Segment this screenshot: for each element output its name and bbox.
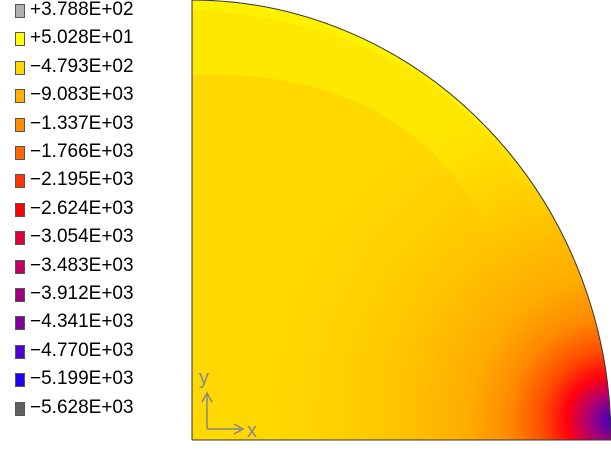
legend-value-label: −3.483E+03	[30, 254, 134, 276]
legend-value-label: −3.912E+03	[30, 283, 134, 304]
legend-entry: −2.195E+03	[0, 166, 190, 193]
legend-entry: −5.199E+03	[0, 365, 190, 392]
legend-entry: −5.628E+03	[0, 394, 190, 421]
legend-swatch	[15, 316, 25, 331]
legend-entry: −2.624E+03	[0, 195, 190, 222]
legend-swatch	[15, 174, 25, 189]
legend-swatch	[15, 202, 25, 217]
legend-swatch	[15, 146, 25, 160]
legend-swatch	[15, 259, 25, 274]
legend-swatch	[15, 401, 25, 416]
legend-entry: −4.793E+02	[0, 53, 190, 80]
x-axis-label: x	[247, 420, 257, 442]
legend-swatch	[15, 288, 25, 302]
legend-swatch	[15, 373, 25, 388]
contour-hot-region	[192, 0, 611, 440]
quarter-arc-outline	[191, 0, 611, 441]
legend-entry: +3.788E+02	[0, 0, 190, 23]
x-arrowhead-icon	[233, 423, 245, 435]
legend-entry: −3.483E+03	[0, 252, 190, 279]
y-axis-label: y	[199, 367, 209, 389]
axis-triad: y x	[199, 367, 257, 442]
legend-value-label: −1.337E+03	[30, 112, 134, 134]
legend-swatch	[15, 60, 25, 75]
legend-value-label: −4.770E+03	[30, 339, 134, 361]
legend-swatch	[15, 344, 25, 359]
legend-value-label: −3.054E+03	[30, 226, 134, 248]
legend-value-label: −1.766E+03	[30, 141, 134, 162]
legend-entry: −4.341E+03	[0, 308, 190, 335]
y-arrowhead-icon	[201, 391, 213, 403]
legend-value-label: −9.083E+03	[30, 84, 134, 106]
contour-field	[192, 0, 611, 440]
legend-value-label: +5.028E+01	[30, 27, 134, 49]
legend-entry: −1.337E+03	[0, 110, 190, 137]
legend-value-label: +3.788E+02	[30, 0, 134, 20]
legend-value-label: −4.793E+02	[30, 55, 134, 77]
legend-entry: +5.028E+01	[0, 24, 190, 51]
legend-entry: −4.770E+03	[0, 337, 190, 364]
legend-swatch	[15, 117, 25, 132]
legend-swatch	[15, 89, 25, 104]
contour-legend: +3.788E+02 +5.028E+01 −4.793E+02 −9.083E+03…	[0, 0, 190, 452]
legend-entry: −3.912E+03	[0, 280, 190, 307]
legend-value-label: −2.195E+03	[30, 169, 134, 191]
legend-value-label: −5.199E+03	[30, 368, 134, 390]
legend-entry: −1.766E+03	[0, 138, 190, 165]
legend-entry: −9.083E+03	[0, 81, 190, 108]
legend-value-label: −5.628E+03	[30, 396, 134, 418]
legend-swatch	[15, 32, 25, 47]
legend-entry: −3.054E+03	[0, 223, 190, 250]
legend-value-label: −2.624E+03	[30, 197, 134, 219]
legend-swatch	[15, 231, 25, 246]
legend-swatch	[15, 4, 25, 18]
legend-value-label: −4.341E+03	[30, 311, 134, 333]
